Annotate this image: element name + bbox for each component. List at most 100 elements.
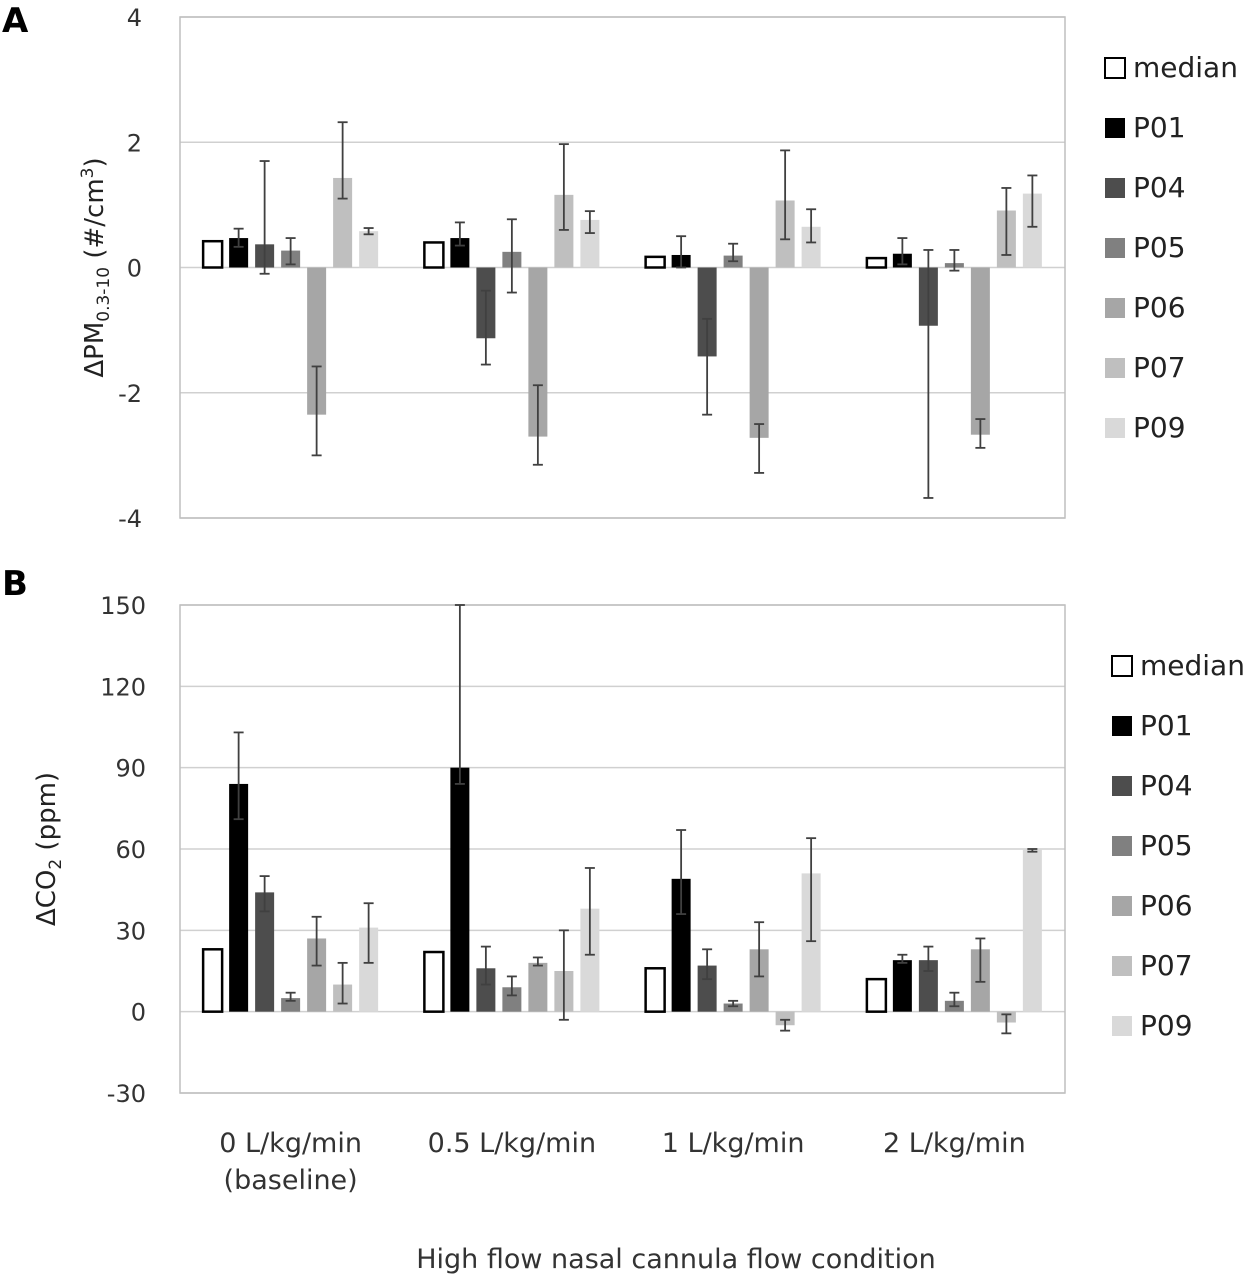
chart-b-bar-p05 bbox=[723, 1003, 743, 1012]
chart-b-legend-swatch-median bbox=[1111, 655, 1133, 677]
chart-a-bar-p07 bbox=[333, 177, 353, 268]
chart-a-legend-swatch-p06 bbox=[1105, 298, 1125, 318]
chart-a-legend-label-p06: P06 bbox=[1133, 291, 1186, 324]
chart-b-bar-p09 bbox=[359, 927, 379, 1012]
chart-b-y-tick-label: 150 bbox=[100, 592, 146, 620]
chart-a-legend-swatch-p05 bbox=[1105, 238, 1125, 258]
chart-a-bar-p06 bbox=[749, 267, 769, 438]
chart-b-y-axis-title: ΔCO2 (ppm) bbox=[32, 772, 66, 926]
chart-a-y-tick-label: 0 bbox=[127, 255, 142, 283]
chart-b-legend-label-p05: P05 bbox=[1140, 829, 1193, 862]
chart-a-y-axis-title: ΔPM0.3-10 (#/cm3) bbox=[78, 157, 114, 377]
chart-a-bar-p01 bbox=[229, 238, 249, 268]
chart-a-legend-label-p05: P05 bbox=[1133, 231, 1186, 264]
chart-a-bar-median bbox=[201, 239, 224, 269]
chart-b-bar-p01 bbox=[229, 783, 249, 1012]
chart-a-legend-swatch-p04 bbox=[1105, 178, 1125, 198]
chart-a-bar-p09 bbox=[1022, 193, 1042, 268]
chart-b-bar-p01 bbox=[450, 767, 470, 1012]
chart-b-legend-swatch-p04 bbox=[1112, 776, 1132, 796]
chart-a-y-tick-label: -4 bbox=[118, 505, 142, 533]
chart-a-bar-p06 bbox=[528, 267, 548, 437]
chart-b-bar-p07 bbox=[775, 1011, 795, 1026]
chart-b-legend-label-median: median bbox=[1140, 649, 1245, 682]
chart-b-bar-p01 bbox=[892, 960, 912, 1012]
chart-b-legend-label-p06: P06 bbox=[1140, 889, 1193, 922]
chart-b-bar-p06 bbox=[528, 962, 548, 1012]
chart-b-category-label-line: 0 L/kg/min bbox=[219, 1128, 362, 1159]
chart-b-legend-label-p04: P04 bbox=[1140, 769, 1193, 802]
chart-a-bar-p04 bbox=[697, 267, 717, 357]
chart-a-bar-p06 bbox=[970, 267, 990, 435]
chart-a-y-tick-label: -2 bbox=[118, 380, 142, 408]
chart-a-y-axis-title-unit: (#/cm bbox=[80, 178, 110, 267]
chart-b-category-label: 0.5 L/kg/min bbox=[428, 1128, 596, 1159]
chart-a-bar-p09 bbox=[801, 226, 821, 268]
chart-b-y-axis-title-sub: 2 bbox=[46, 859, 66, 870]
chart-a-plot: 4 2 0 -2 -4 ΔPM0.3-10 (#/cm3) median P01 P04 P05 P… bbox=[78, 4, 1238, 533]
chart-b-legend-swatch-p01 bbox=[1112, 716, 1132, 736]
chart-b-y-tick-label: 0 bbox=[131, 999, 146, 1027]
chart-b-legend-swatch-p05 bbox=[1112, 836, 1132, 856]
chart-b-bar-p09 bbox=[801, 873, 821, 1012]
chart-b-y-tick-label: 120 bbox=[100, 673, 146, 701]
chart-b-category-label: 1 L/kg/min bbox=[662, 1128, 805, 1159]
chart-a-legend-label-median: median bbox=[1133, 51, 1238, 84]
chart-a-legend-label-p01: P01 bbox=[1133, 111, 1186, 144]
chart-b-legend-swatch-p09 bbox=[1112, 1016, 1132, 1036]
chart-b-plot-border bbox=[179, 604, 1066, 1094]
chart-a-plot-border bbox=[179, 16, 1066, 519]
panel-label-b: B bbox=[2, 564, 28, 604]
chart-a-y-axis-title-main: ΔPM bbox=[80, 322, 110, 378]
chart-b-bar-p06 bbox=[307, 938, 327, 1012]
chart-b-legend-swatch-p07 bbox=[1112, 956, 1132, 976]
chart-b-y-axis-title-main: ΔCO bbox=[32, 870, 62, 926]
chart-a-y-axis-title-sub: 0.3-10 bbox=[94, 267, 114, 322]
chart-a-legend-label-p07: P07 bbox=[1133, 351, 1186, 384]
chart-b-bar-p06 bbox=[749, 949, 769, 1012]
chart-b-y-tick-label: -30 bbox=[107, 1080, 146, 1108]
chart-a-bar-p07 bbox=[554, 194, 574, 268]
chart-b-bar-median bbox=[201, 948, 224, 1013]
chart-b-plot: 150 120 90 60 30 0 -30 ΔCO2 (ppm) median P01 P04 P0… bbox=[32, 592, 1245, 1196]
chart-a-bar-median bbox=[423, 241, 445, 269]
chart-b-bar-p04 bbox=[476, 968, 496, 1012]
x-axis-title: High flow nasal cannula flow condition bbox=[416, 1244, 936, 1275]
chart-a-y-tick-label: 4 bbox=[127, 4, 142, 32]
chart-a-legend-swatch-p07 bbox=[1105, 358, 1125, 378]
chart-a-y-axis-title-end: ) bbox=[80, 157, 110, 167]
chart-b-category-label: 0 L/kg/min (baseline) bbox=[219, 1128, 362, 1196]
chart-b-bar-p09 bbox=[580, 908, 600, 1012]
chart-b-y-tick-label: 60 bbox=[115, 836, 146, 864]
chart-a-y-tick-label: 2 bbox=[127, 129, 142, 157]
chart-b-legend-swatch-p06 bbox=[1112, 896, 1132, 916]
chart-b-y-axis-title-unit: (ppm) bbox=[32, 772, 62, 859]
chart-a-legend-label-p04: P04 bbox=[1133, 171, 1186, 204]
chart-b-bar-median bbox=[865, 977, 888, 1013]
chart-a-bar-median bbox=[865, 256, 888, 269]
chart-b-legend-label-p09: P09 bbox=[1140, 1009, 1193, 1042]
chart-b-bar-median bbox=[644, 967, 666, 1013]
chart-b-category-label: 2 L/kg/min bbox=[883, 1128, 1026, 1159]
panel-label-a: A bbox=[2, 1, 29, 41]
chart-a-legend-swatch-median bbox=[1104, 57, 1126, 79]
chart-b-bar-p01 bbox=[671, 878, 691, 1012]
chart-a-legend-swatch-p01 bbox=[1105, 118, 1125, 138]
chart-a-legend-label-p09: P09 bbox=[1133, 411, 1186, 444]
chart-b-category-label-line: (baseline) bbox=[224, 1165, 358, 1196]
chart-a-y-axis-title-sup: 3 bbox=[78, 168, 98, 179]
chart-a-legend-swatch-p09 bbox=[1105, 418, 1125, 438]
chart-b-bar-p04 bbox=[918, 960, 938, 1012]
chart-b-legend-label-p07: P07 bbox=[1140, 949, 1193, 982]
chart-b-legend-label-p01: P01 bbox=[1140, 709, 1193, 742]
chart-a-bar-p06 bbox=[307, 267, 327, 415]
chart-a-bar-p09 bbox=[359, 231, 379, 268]
chart-b-bar-p09 bbox=[1022, 849, 1042, 1012]
chart-b-bar-p04 bbox=[697, 965, 717, 1012]
chart-a-bar-p09 bbox=[580, 219, 600, 268]
chart-b-bar-p05 bbox=[502, 987, 522, 1012]
chart-b-bar-p04 bbox=[255, 892, 275, 1012]
chart-a-bar-median bbox=[644, 255, 666, 269]
chart-b-y-tick-label: 30 bbox=[115, 917, 146, 945]
